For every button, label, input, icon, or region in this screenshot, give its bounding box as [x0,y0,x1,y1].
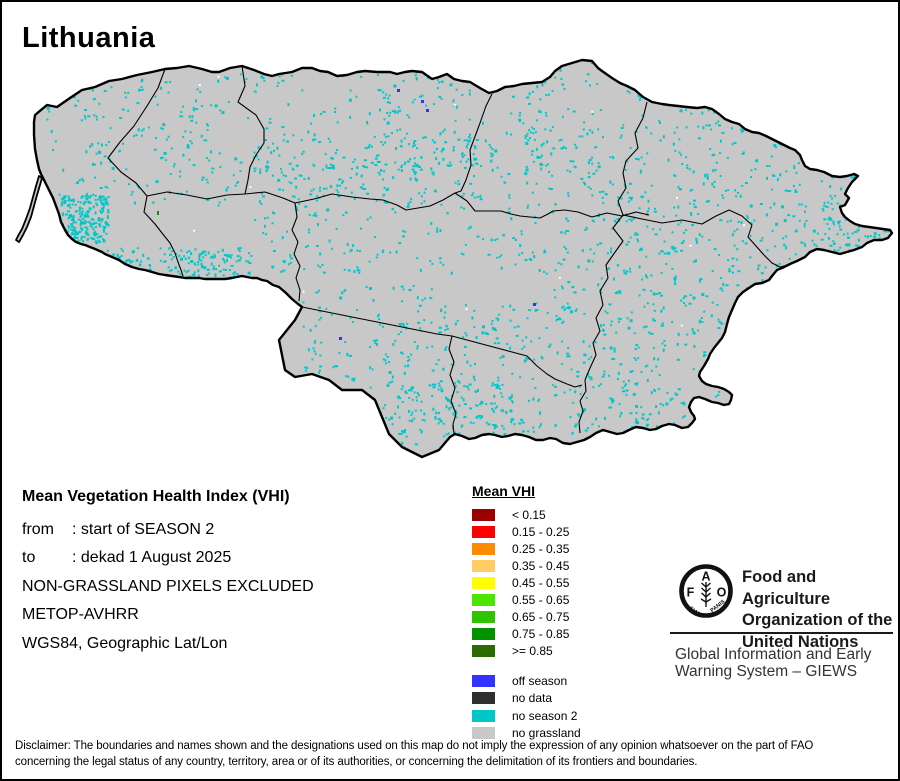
disclaimer-line: Disclaimer: The boundaries and names sho… [15,740,814,752]
disclaimer-line: concerning the legal status of any count… [15,755,698,768]
lithuania-map [15,58,894,459]
legend-label: no season 2 [512,708,578,723]
legend-label: 0.55 - 0.65 [512,593,570,608]
info-row: METOP-AVHRR [22,601,452,629]
legend-label: off season [512,674,568,689]
legend-label: < 0.15 [512,507,546,522]
legend-swatch [472,525,495,538]
legend-label: no data [512,691,553,706]
giews-line: Warning System – GIEWS [675,663,858,681]
legend-label: 0.25 - 0.35 [512,541,570,556]
legend-swatch [472,594,495,607]
legend-swatch [472,692,495,705]
map-info-block: Mean Vegetation Health Index (VHI) from:… [22,488,452,658]
svg-text:F: F [687,586,695,600]
legend-row: 0.65 - 0.75 [472,609,581,626]
legend-row: no season 2 [472,707,581,724]
disclaimer-text: Disclaimer: The boundaries and names sho… [15,739,889,771]
info-row-label: to [22,549,36,567]
fao-name: Food and Agriculture Organization of the… [742,567,898,654]
svg-text:A: A [701,570,710,584]
legend-swatch [472,508,495,521]
legend-swatch [472,709,495,722]
legend-row: >= 0.85 [472,643,581,660]
county-border [448,335,457,435]
legend-swatch [472,675,495,688]
legend-row: 0.15 - 0.25 [472,523,581,540]
legend-row: no grassland [472,724,581,741]
legend-row: off season [472,673,581,690]
legend-swatch [472,559,495,572]
county-border [146,191,650,219]
county-border [454,93,493,194]
fao-name-line: Food and Agriculture [742,568,831,608]
legend-swatch [472,726,495,739]
legend-label: 0.35 - 0.45 [512,558,570,573]
page-title: Lithuania [22,22,156,54]
county-border [237,65,265,195]
county-border [291,202,301,302]
fao-name-line: United Nations [742,633,859,652]
legend-swatch [472,576,495,589]
fao-name-line: Organization of the [742,611,893,630]
info-row-label: from [22,521,54,538]
info-row: WGS84, Geographic Lat/Lon [22,630,452,658]
info-row: from : start of SEASON 2 [22,516,452,544]
legend-label: 0.45 - 0.55 [512,575,570,590]
legend-row: no data [472,690,581,707]
info-heading: Mean Vegetation Health Index (VHI) [22,488,290,505]
county-border [451,335,583,388]
fao-logo: A F O FIAT PANIS [679,564,733,618]
legend-row: 0.55 - 0.65 [472,591,581,608]
legend-classes: < 0.15 0.15 - 0.25 0.25 - 0.35 0.35 - 0.45 0… [472,506,581,660]
legend-label: 0.75 - 0.85 [512,627,570,642]
county-border [622,209,789,268]
legend-row: 0.25 - 0.35 [472,540,581,557]
org-divider [670,632,893,634]
svg-text:O: O [717,586,727,600]
legend-label: 0.15 - 0.25 [512,524,570,539]
info-row-value: WGS84, Geographic Lat/Lon [22,634,228,652]
wheat-ear-icon [700,582,712,607]
info-row-value: : start of SEASON 2 [72,521,215,538]
info-row: NON-GRASSLAND PIXELS EXCLUDED [22,573,452,601]
info-row-value: NON-GRASSLAND PIXELS EXCLUDED [22,577,314,595]
legend-swatch [472,628,495,641]
info-row-value: METOP-AVHRR [22,606,139,624]
giews-name: Global Information and Early Warning Sys… [675,646,871,681]
giews-line: Global Information and Early [675,646,872,663]
legend-row: 0.45 - 0.55 [472,574,581,591]
legend-title: Mean VHI [472,483,536,499]
legend-swatch [472,542,495,555]
legend-label: no grassland [512,725,581,740]
info-row: to : dekad 1 August 2025 [22,544,452,572]
info-rows: from : start of SEASON 2 to : dekad 1 Augus… [22,516,452,658]
legend-swatch [472,611,495,624]
country-fill [34,60,892,457]
curonian-spit [15,175,43,243]
legend-extra: off season no data no season 2 no grassland [472,673,581,741]
info-row-value: : dekad 1 August 2025 [72,549,232,567]
county-border [301,306,453,337]
legend-row: 0.35 - 0.45 [472,557,581,574]
legend-swatch [472,645,495,658]
country-border [32,58,894,459]
legend-label: >= 0.85 [512,644,553,659]
legend-row: 0.75 - 0.85 [472,626,581,643]
vhi-legend: Mean VHI < 0.15 0.15 - 0.25 0.25 - 0.35 0.3… [472,483,581,741]
legend-row: < 0.15 [472,506,581,523]
county-border [578,101,648,434]
legend-label: 0.65 - 0.75 [512,610,570,625]
